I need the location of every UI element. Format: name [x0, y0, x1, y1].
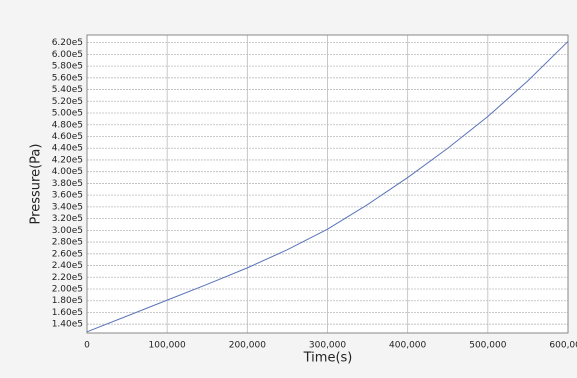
y-tick-label: 3.60e5 — [52, 191, 83, 201]
x-tick-label: 500,000 — [469, 341, 506, 351]
y-tick-label: 3.00e5 — [52, 226, 83, 236]
y-tick-label: 2.00e5 — [52, 285, 83, 295]
y-tick-label: 1.40e5 — [52, 320, 83, 330]
y-tick-label: 6.00e5 — [52, 50, 83, 60]
y-axis-title: Pressure(Pa) — [29, 144, 44, 225]
y-tick-label: 4.60e5 — [52, 132, 83, 142]
x-tick-label: 300,000 — [309, 341, 346, 351]
y-tick-label: 1.60e5 — [52, 308, 83, 318]
x-tick-label: 200,000 — [229, 341, 266, 351]
y-tick-label: 2.80e5 — [52, 238, 83, 248]
y-tick-label: 3.40e5 — [52, 202, 83, 212]
x-tick-label: 0 — [84, 341, 90, 351]
x-tick-label: 600,000 — [549, 341, 577, 351]
y-tick-label: 1.80e5 — [52, 296, 83, 306]
y-tick-label: 3.20e5 — [52, 214, 83, 224]
y-tick-label: 4.40e5 — [52, 144, 83, 154]
y-tick-label: 2.60e5 — [52, 249, 83, 259]
x-axis-title: Time(s) — [303, 351, 353, 366]
y-tick-label: 5.60e5 — [52, 73, 83, 83]
y-tick-label: 5.20e5 — [52, 97, 83, 107]
y-tick-label: 5.00e5 — [52, 109, 83, 119]
y-tick-label: 4.80e5 — [52, 120, 83, 130]
y-tick-label: 3.80e5 — [52, 179, 83, 189]
y-tick-label: 2.20e5 — [52, 273, 83, 283]
y-tick-label: 5.40e5 — [52, 85, 83, 95]
y-tick-label: 5.80e5 — [52, 62, 83, 72]
x-tick-label: 100,000 — [149, 341, 186, 351]
y-tick-label: 4.00e5 — [52, 167, 83, 177]
y-tick-label: 6.20e5 — [52, 38, 83, 48]
x-tick-label: 400,000 — [389, 341, 426, 351]
data-line — [86, 41, 569, 333]
plot-border — [86, 34, 569, 334]
y-tick-label: 2.40e5 — [52, 261, 83, 271]
y-tick-label: 4.20e5 — [52, 155, 83, 165]
